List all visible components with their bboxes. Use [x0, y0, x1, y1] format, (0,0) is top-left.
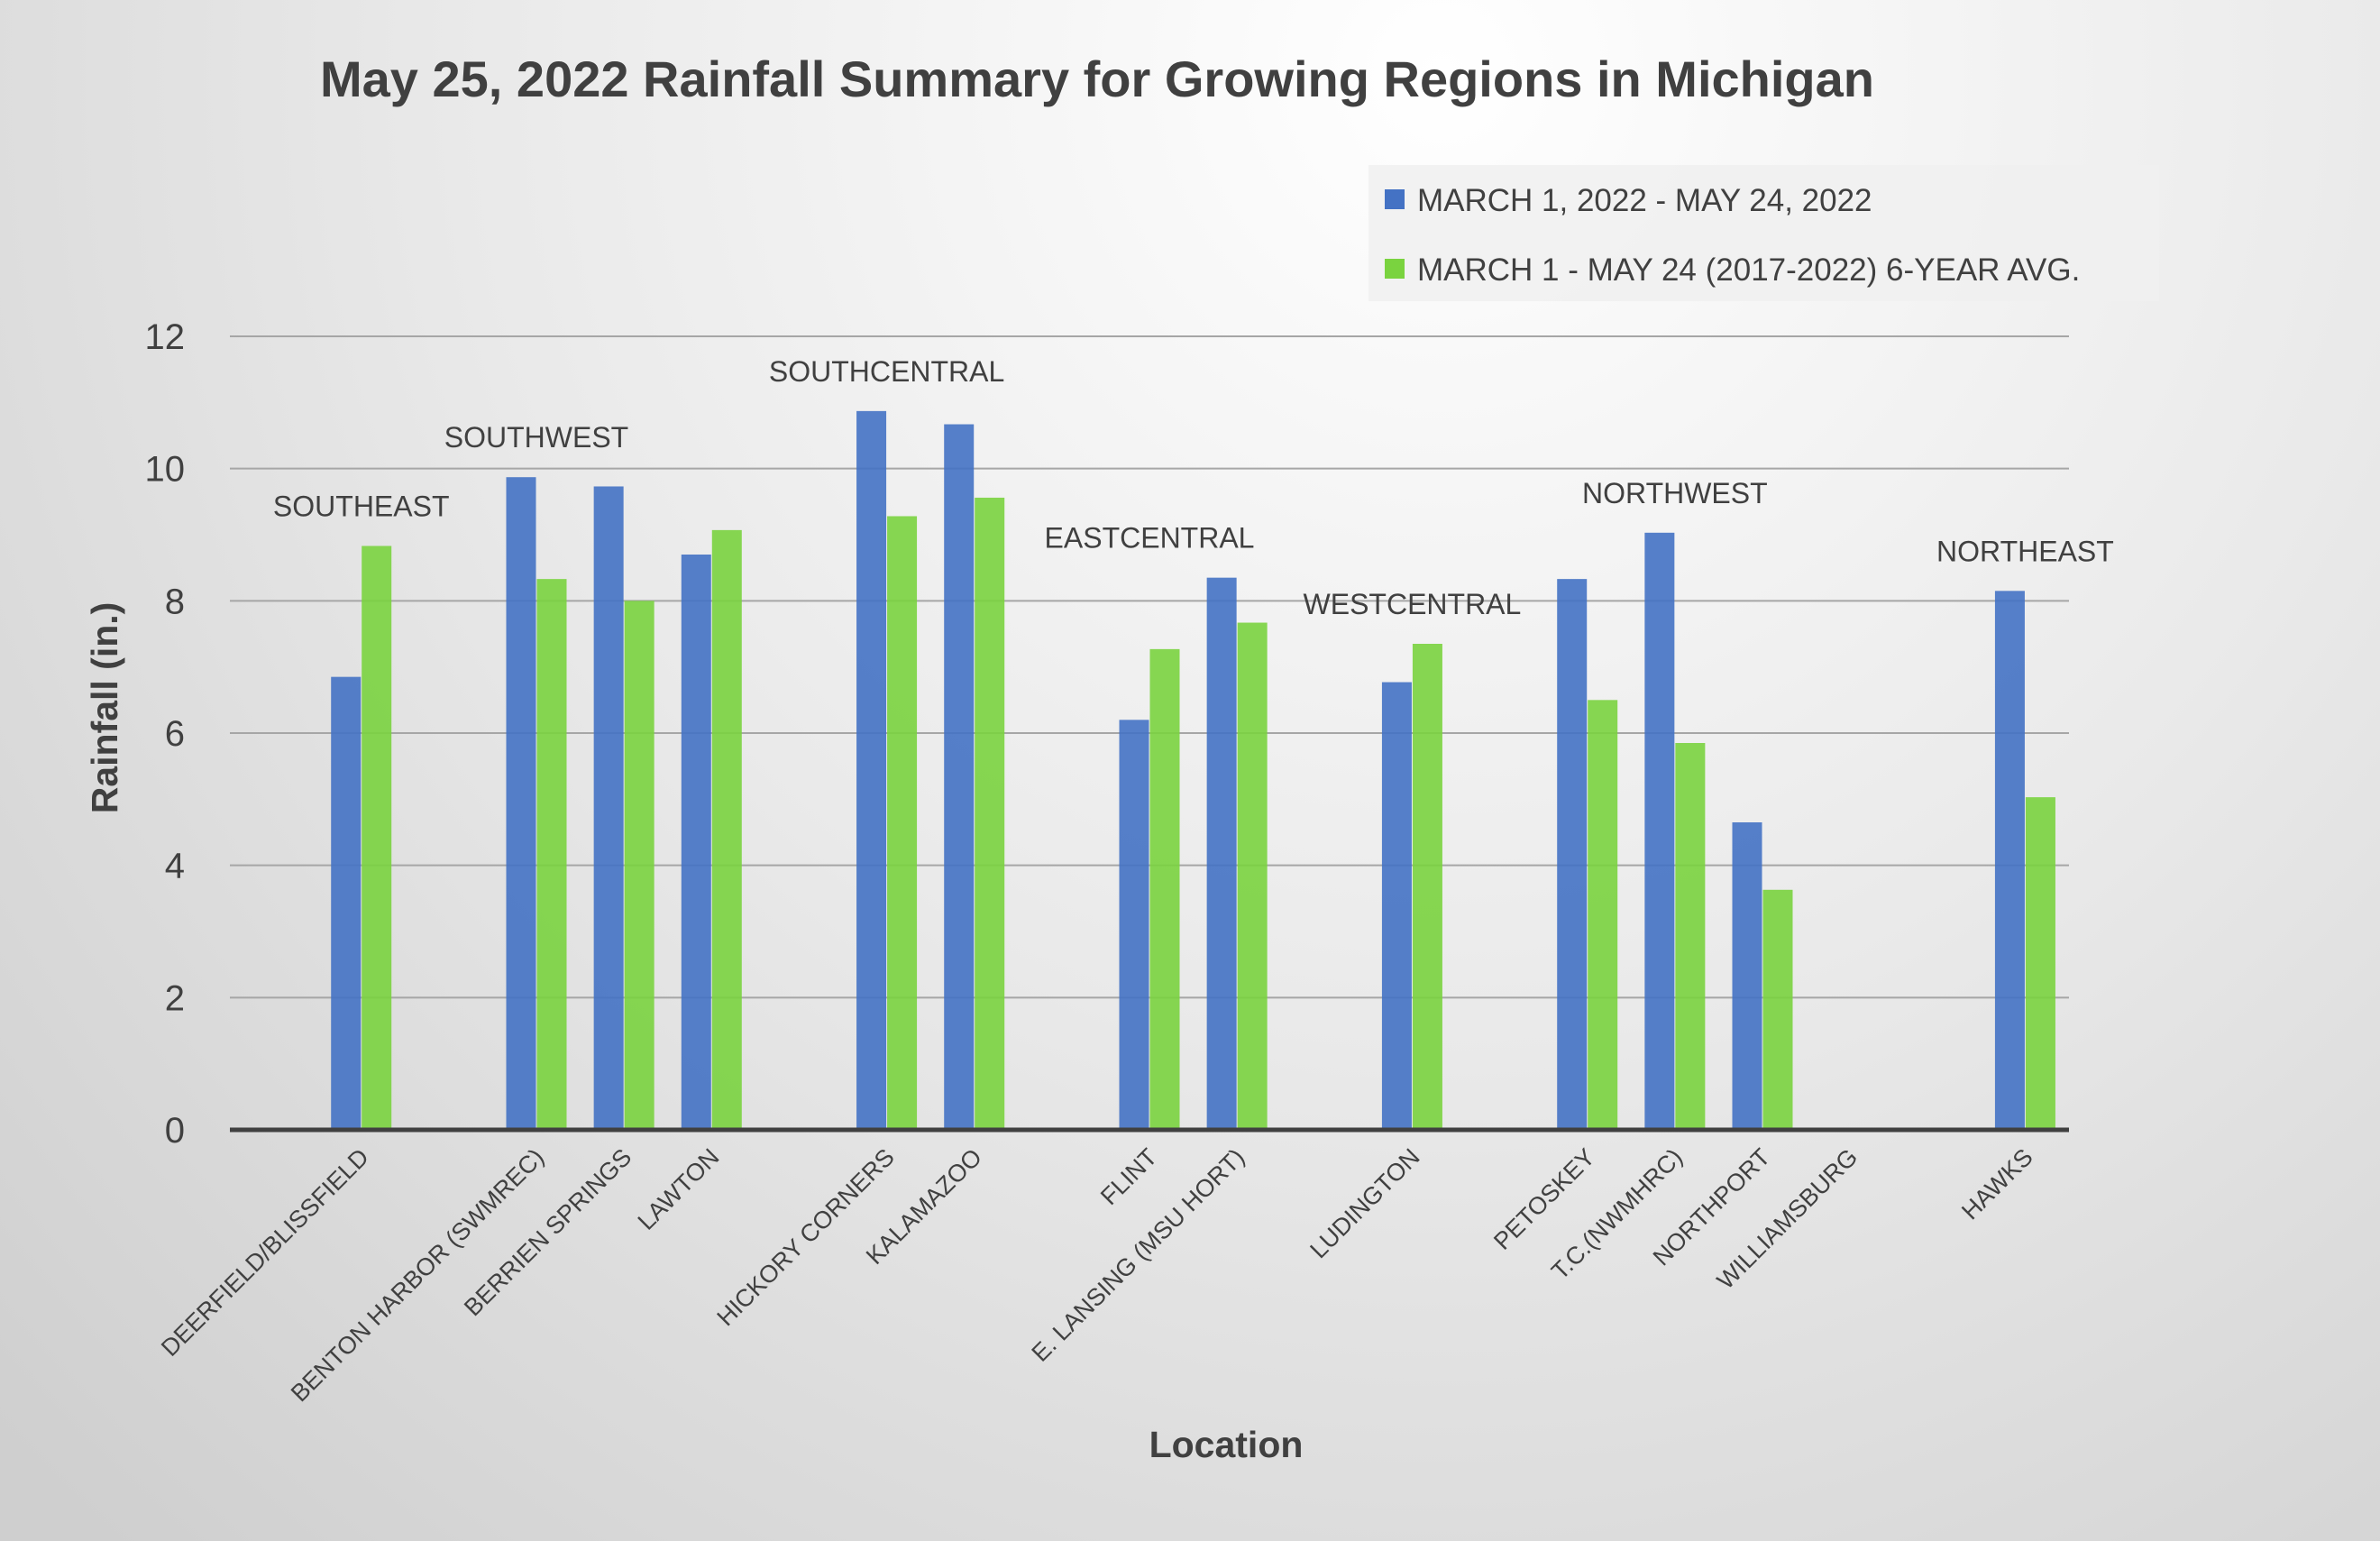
bar-average — [1675, 743, 1706, 1130]
region-label: SOUTHWEST — [444, 421, 628, 454]
y-tick-label: 4 — [165, 847, 185, 886]
chart-title: May 25, 2022 Rainfall Summary for Growin… — [320, 50, 1874, 107]
y-axis-ticks: 0 2 4 6 8 10 12 — [145, 317, 186, 1151]
bar-average — [1149, 648, 1180, 1130]
y-axis-title: Rainfall (in.) — [84, 602, 125, 814]
bar-current — [1644, 532, 1675, 1130]
bar-average — [536, 579, 567, 1130]
region-label: NORTHEAST — [1936, 535, 2114, 567]
y-tick-label: 10 — [145, 450, 186, 490]
legend-swatch-average — [1385, 259, 1405, 279]
bar-average — [975, 497, 1005, 1130]
bar-current — [331, 676, 362, 1130]
bar-current — [1557, 579, 1588, 1130]
bar-average — [2025, 797, 2055, 1130]
x-axis-title: Location — [1149, 1424, 1304, 1465]
bar-average — [1237, 622, 1268, 1130]
y-tick-label: 8 — [165, 582, 185, 621]
region-label: NORTHWEST — [1582, 477, 1768, 509]
bar-average — [711, 529, 742, 1130]
bar-average — [624, 601, 654, 1130]
y-tick-label: 12 — [145, 317, 186, 357]
bar-current — [856, 410, 887, 1130]
bar-average — [1762, 889, 1793, 1130]
bar-current — [1119, 720, 1149, 1130]
bars — [331, 410, 2055, 1130]
y-tick-label: 0 — [165, 1111, 185, 1151]
region-label: WESTCENTRAL — [1304, 588, 1522, 620]
region-labels: SOUTHEAST SOUTHWEST SOUTHCENTRAL EASTCENTRA… — [273, 355, 2114, 620]
bar-current — [1994, 591, 2025, 1130]
y-tick-label: 2 — [165, 978, 185, 1018]
bar-current — [681, 555, 711, 1130]
y-tick-label: 6 — [165, 714, 185, 754]
legend-swatch-current — [1385, 189, 1405, 209]
bar-current — [1732, 822, 1762, 1130]
legend-label-average: MARCH 1 - MAY 24 (2017-2022) 6-YEAR AVG. — [1417, 252, 2080, 288]
bar-average — [887, 516, 918, 1130]
bar-current — [1381, 682, 1412, 1130]
region-label: EASTCENTRAL — [1045, 522, 1255, 555]
bar-average — [1588, 700, 1618, 1130]
bar-average — [362, 546, 392, 1130]
region-label: SOUTHEAST — [273, 490, 450, 522]
legend-box — [1368, 165, 2159, 301]
bar-current — [593, 486, 624, 1130]
region-label: SOUTHCENTRAL — [769, 355, 1004, 388]
bar-current — [944, 424, 975, 1130]
legend-label-current: MARCH 1, 2022 - MAY 24, 2022 — [1417, 183, 1872, 218]
bar-current — [1206, 577, 1237, 1130]
bar-average — [1412, 644, 1442, 1130]
bar-current — [506, 477, 536, 1130]
legend: MARCH 1, 2022 - MAY 24, 2022 MARCH 1 - M… — [1368, 165, 2159, 301]
gridlines — [230, 335, 2069, 999]
